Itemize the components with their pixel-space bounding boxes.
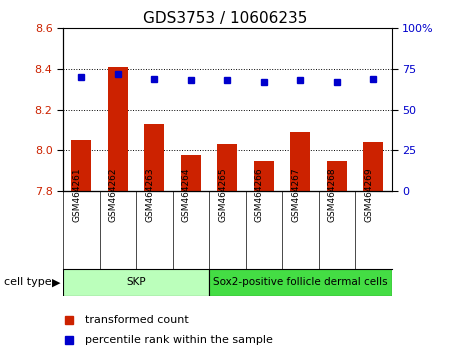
Text: GSM464269: GSM464269 [364,168,373,222]
Bar [327,161,347,191]
Text: percentile rank within the sample: percentile rank within the sample [85,335,273,345]
Text: GSM464267: GSM464267 [291,168,300,222]
Text: GSM464262: GSM464262 [109,168,118,222]
Text: GSM464266: GSM464266 [255,168,264,222]
Bar [108,67,128,191]
Text: ▶: ▶ [52,277,60,287]
Bar [217,144,237,191]
Bar [71,140,91,191]
Text: GSM464261: GSM464261 [72,168,81,222]
Bar [290,132,310,191]
Text: cell type: cell type [4,277,52,287]
Bar [363,142,383,191]
Bar [209,269,392,296]
Text: SKP: SKP [126,277,146,287]
Text: GSM464268: GSM464268 [328,168,337,222]
Bar [254,161,274,191]
Text: transformed count: transformed count [85,315,189,325]
Text: GSM464264: GSM464264 [182,168,191,222]
Text: GSM464263: GSM464263 [145,168,154,222]
Text: Sox2-positive follicle dermal cells: Sox2-positive follicle dermal cells [213,277,387,287]
Bar [63,269,209,296]
Text: GSM464265: GSM464265 [218,168,227,222]
Bar [144,124,164,191]
Bar [181,154,201,191]
Text: GDS3753 / 10606235: GDS3753 / 10606235 [143,11,307,25]
